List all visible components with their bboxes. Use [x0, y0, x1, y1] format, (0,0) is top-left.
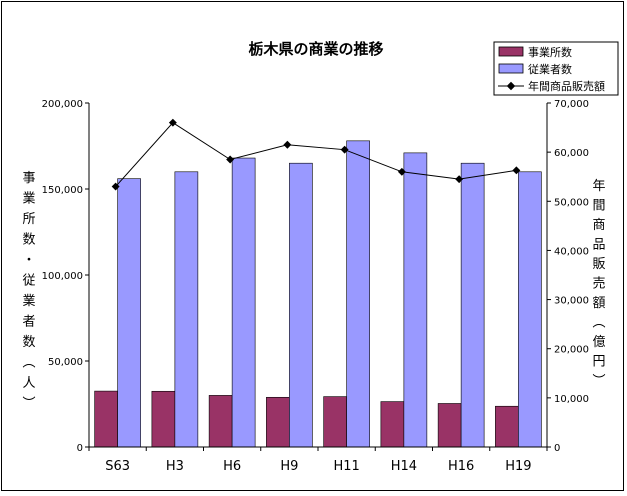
bar-establishments-H16	[437, 403, 462, 448]
y-tick-label-right: 10,000	[554, 394, 589, 405]
y-tick-label-right: 50,000	[554, 197, 589, 208]
y-tick-label-left: 200,000	[42, 99, 83, 110]
bar-establishments-H9	[266, 396, 290, 448]
plot-area: S63 H3 H6 H9 H11 H14 H16 H19 0 50,000 100,000 150,0…	[22, 99, 605, 474]
legend-label-sales: 年間商品販売額	[528, 79, 605, 93]
y-axis-title-right: 年間商品販売額︵億円︶	[592, 179, 605, 389]
bar-employees-H11	[346, 140, 370, 448]
bar-employees-H3	[174, 171, 199, 448]
x-tick-label: H9	[280, 459, 298, 474]
y-tick-label-left: 150,000	[42, 185, 83, 196]
marker-sales-S63	[111, 182, 120, 191]
marker-sales-H9	[283, 140, 292, 149]
x-tick-label: H3	[166, 459, 184, 474]
bar-establishments-S63	[94, 390, 118, 448]
y-tick-label-right: 60,000	[554, 148, 589, 159]
y-tick-label-right: 20,000	[554, 345, 589, 356]
y-axis-title-left: 事業所数・従業者数︵人︶	[22, 171, 35, 412]
bar-establishments-H11	[323, 396, 347, 448]
y-tick-label-right: 40,000	[554, 246, 589, 257]
legend: 事業所数 従業者数 年間商品販売額	[493, 41, 619, 96]
marker-sales-H19	[512, 166, 521, 175]
legend-swatch-employees	[498, 63, 524, 74]
bar-establishments-H19	[495, 405, 519, 448]
x-tick-label: H11	[333, 459, 359, 474]
x-tick-label: S63	[105, 459, 130, 474]
y-tick-label-left: 50,000	[48, 357, 83, 368]
x-tick-label: H19	[505, 459, 531, 474]
legend-label-establishments: 事業所数	[528, 46, 572, 59]
x-tick-label: H16	[448, 459, 474, 474]
bar-employees-S63	[117, 178, 141, 448]
bar-establishments-H6	[208, 395, 233, 448]
bar-employees-H16	[460, 162, 485, 448]
legend-swatch-establishments	[498, 46, 524, 57]
legend-label-employees: 従業者数	[528, 63, 572, 76]
marker-sales-H14	[397, 167, 406, 176]
y-tick-label-right: 30,000	[554, 296, 589, 307]
bar-employees-H9	[289, 162, 313, 448]
marker-sales-H16	[455, 175, 464, 184]
x-tick-label: H14	[391, 459, 417, 474]
y-tick-label-left: 0	[77, 443, 83, 454]
chart-title: 栃木県の商業の推移	[248, 40, 383, 58]
bar-employees-H14	[403, 152, 428, 448]
y-tick-label-right: 70,000	[554, 99, 589, 110]
marker-sales-H11	[340, 145, 349, 154]
bar-establishments-H3	[151, 390, 176, 448]
x-tick-label: H6	[223, 459, 241, 474]
marker-sales-H6	[226, 155, 235, 164]
y-tick-label-left: 100,000	[42, 271, 83, 282]
y-tick-label-right: 0	[554, 443, 560, 454]
bar-establishments-H14	[380, 401, 405, 448]
bar-employees-H19	[518, 171, 542, 448]
line-sales	[115, 122, 517, 187]
bar-employees-H6	[231, 157, 256, 448]
